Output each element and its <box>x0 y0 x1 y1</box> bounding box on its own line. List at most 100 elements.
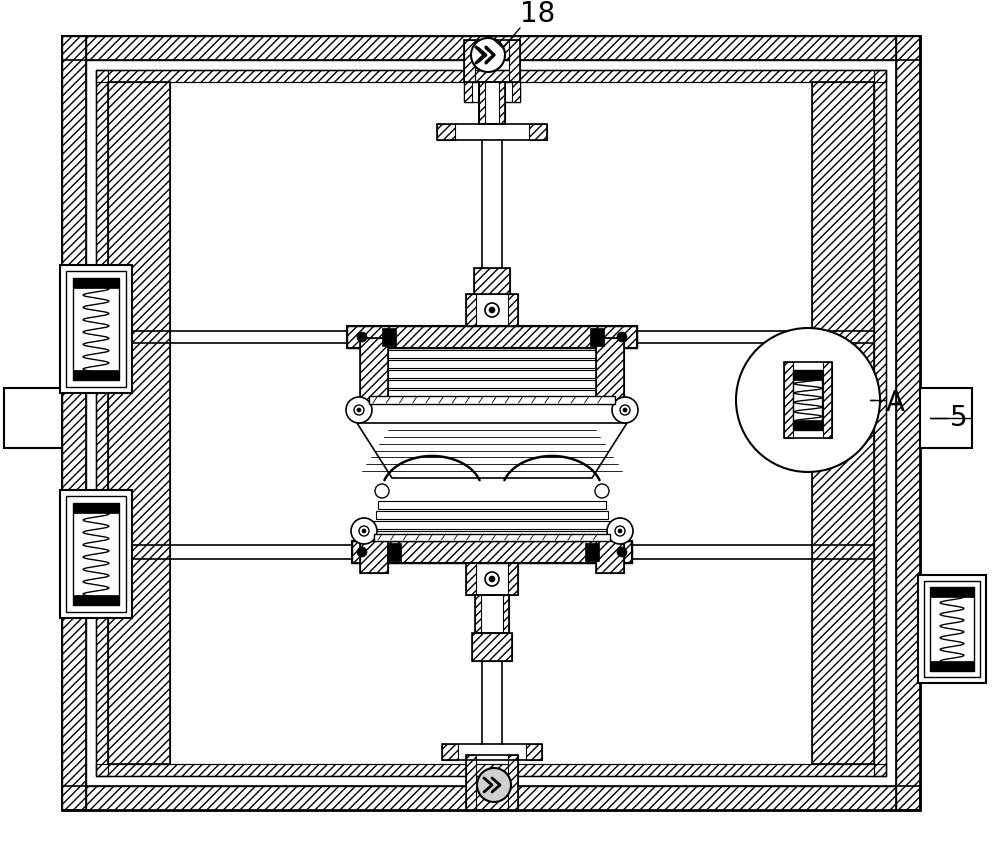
Circle shape <box>359 526 369 536</box>
Bar <box>347 326 637 348</box>
Bar <box>920 388 972 448</box>
Bar <box>352 541 632 563</box>
Bar <box>464 82 520 102</box>
Bar <box>73 278 119 288</box>
Bar <box>60 265 132 393</box>
Bar <box>924 581 980 677</box>
Bar <box>360 338 388 403</box>
Bar <box>108 82 170 764</box>
Bar <box>437 124 455 140</box>
Bar <box>96 764 886 776</box>
Bar <box>509 40 520 82</box>
Bar <box>378 380 606 388</box>
Bar <box>96 764 886 776</box>
Bar <box>585 543 599 561</box>
Bar <box>442 744 458 760</box>
Bar <box>472 633 512 661</box>
Circle shape <box>362 529 366 533</box>
Bar <box>479 82 505 124</box>
Bar <box>108 82 170 764</box>
Bar <box>930 587 974 597</box>
Text: A: A <box>886 389 905 417</box>
Bar <box>73 503 119 513</box>
Circle shape <box>485 572 499 586</box>
Bar <box>372 350 612 358</box>
Bar <box>387 543 401 561</box>
Circle shape <box>357 547 367 557</box>
Bar <box>874 70 886 776</box>
Bar <box>62 36 86 810</box>
Circle shape <box>375 484 389 498</box>
Bar <box>62 36 920 60</box>
Circle shape <box>607 518 633 544</box>
Circle shape <box>351 518 377 544</box>
Bar <box>437 124 547 140</box>
Circle shape <box>620 405 630 415</box>
Text: 18: 18 <box>520 0 555 28</box>
Bar <box>360 541 388 573</box>
Bar <box>526 744 542 760</box>
Bar <box>96 70 108 776</box>
Circle shape <box>489 576 495 582</box>
Text: 5: 5 <box>950 404 968 432</box>
Bar <box>596 338 624 403</box>
Bar <box>793 370 822 430</box>
Bar <box>360 338 388 403</box>
Bar <box>930 661 974 671</box>
Circle shape <box>618 529 622 533</box>
Bar <box>874 70 886 776</box>
Bar <box>62 786 920 810</box>
Bar <box>352 541 632 563</box>
Bar <box>464 40 520 82</box>
Bar <box>466 755 476 810</box>
Bar <box>474 268 510 294</box>
Bar <box>466 563 476 595</box>
Bar <box>73 370 119 380</box>
Bar <box>930 587 974 671</box>
Bar <box>529 124 547 140</box>
Bar <box>96 70 886 82</box>
Bar <box>503 595 509 633</box>
Bar <box>479 82 485 124</box>
Bar <box>596 541 624 573</box>
Circle shape <box>346 397 372 423</box>
Circle shape <box>357 408 361 412</box>
Bar <box>62 36 920 60</box>
Bar <box>784 362 832 438</box>
Bar <box>372 531 612 539</box>
Bar <box>508 294 518 326</box>
Bar <box>442 744 542 760</box>
Bar <box>499 82 505 124</box>
Circle shape <box>623 408 627 412</box>
Bar <box>508 563 518 595</box>
Bar <box>369 396 615 404</box>
Bar <box>380 390 604 398</box>
Bar <box>464 40 475 82</box>
Bar <box>918 575 986 683</box>
Bar <box>472 633 512 661</box>
Circle shape <box>595 484 609 498</box>
Bar <box>464 82 472 102</box>
Circle shape <box>489 307 495 313</box>
Circle shape <box>617 332 627 342</box>
Bar <box>347 326 637 348</box>
Circle shape <box>477 768 511 802</box>
Bar <box>60 490 132 618</box>
Bar <box>812 82 874 764</box>
Bar <box>62 786 920 810</box>
Bar <box>812 82 874 764</box>
Bar <box>4 388 62 448</box>
Bar <box>793 420 822 430</box>
Bar <box>66 496 126 612</box>
Bar <box>96 70 886 776</box>
Bar <box>512 82 520 102</box>
Bar <box>823 362 832 438</box>
Bar <box>96 70 108 776</box>
Circle shape <box>617 547 627 557</box>
Circle shape <box>471 38 505 72</box>
Bar <box>382 328 396 346</box>
Bar <box>73 278 119 380</box>
Bar <box>466 755 518 810</box>
Bar <box>466 294 518 326</box>
Bar <box>596 338 624 403</box>
